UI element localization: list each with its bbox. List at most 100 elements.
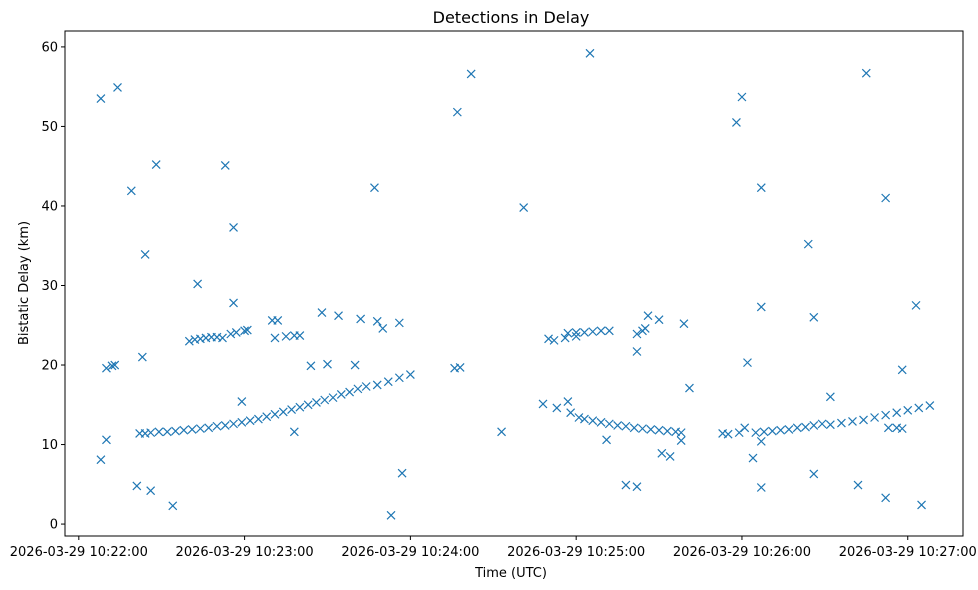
data-point-marker: [767, 426, 777, 436]
y-tick-label: 30: [41, 279, 58, 294]
y-tick-label: 60: [41, 40, 58, 55]
data-point-marker: [809, 421, 819, 430]
data-point-marker: [809, 312, 819, 322]
data-point-marker: [154, 427, 164, 437]
data-point-marker: [519, 203, 529, 212]
data-point-marker: [107, 361, 117, 371]
data-point-marker: [370, 183, 379, 193]
data-point-marker: [803, 239, 813, 249]
data-point-marker: [571, 327, 581, 337]
data-point-marker: [405, 370, 415, 379]
data-point-marker: [204, 423, 214, 433]
data-point-marker: [237, 417, 247, 427]
data-point-marker: [193, 279, 203, 289]
data-point-marker: [585, 48, 595, 58]
data-point-marker: [229, 419, 238, 429]
data-point-marker: [452, 107, 462, 117]
data-point-marker: [96, 455, 106, 465]
data-point-marker: [552, 403, 562, 413]
data-point-marker: [751, 428, 761, 438]
data-point-marker: [334, 311, 343, 321]
data-point-marker: [679, 319, 689, 329]
data-point-marker: [676, 436, 686, 445]
data-point-marker: [825, 392, 835, 402]
x-tick-label: 2026-03-29 10:27:00: [839, 545, 977, 560]
data-point-marker: [383, 377, 393, 387]
data-point-marker: [897, 365, 907, 375]
data-point-marker: [289, 427, 299, 437]
data-point-marker: [837, 418, 846, 428]
data-point-marker: [881, 410, 891, 420]
data-point-marker: [278, 407, 288, 417]
data-point-marker: [229, 223, 238, 232]
data-point-marker: [361, 382, 371, 391]
data-point-marker: [102, 363, 111, 373]
data-point-marker: [861, 68, 871, 78]
y-tick-label: 10: [41, 438, 58, 453]
data-point-marker: [549, 335, 559, 345]
data-point-marker: [588, 327, 598, 337]
data-point-marker: [776, 425, 786, 435]
x-axis-title: Time (UTC): [474, 566, 547, 581]
data-point-marker: [654, 315, 664, 325]
x-tick-label: 2026-03-29 10:22:00: [10, 545, 148, 560]
data-point-marker: [801, 422, 810, 432]
data-point-marker: [295, 402, 305, 412]
data-point-marker: [140, 250, 150, 259]
data-point-marker: [792, 423, 802, 433]
x-axis-ticks: 2026-03-29 10:22:00 2026-03-29 10:23:00 20…: [10, 536, 977, 560]
data-point-marker: [825, 420, 835, 430]
data-point-marker: [195, 424, 205, 434]
data-point-marker: [657, 448, 667, 458]
data-point-marker: [566, 408, 576, 418]
data-point-marker: [563, 328, 573, 338]
data-point-marker: [137, 352, 147, 362]
data-point-marker: [632, 347, 642, 356]
chart-title: Detections in Delay: [433, 8, 590, 27]
data-point-marker: [270, 409, 280, 419]
data-point-marker: [231, 327, 241, 337]
data-point-marker: [784, 425, 794, 434]
data-points: [96, 48, 935, 520]
data-point-marker: [242, 325, 252, 335]
data-point-marker: [253, 414, 263, 424]
x-tick-label: 2026-03-29 10:25:00: [507, 545, 645, 560]
data-point-marker: [102, 435, 111, 445]
data-point-marker: [303, 400, 313, 410]
data-point-marker: [596, 417, 606, 427]
data-point-marker: [756, 183, 766, 193]
data-point-marker: [287, 405, 296, 414]
data-point-marker: [132, 481, 142, 491]
data-point-marker: [604, 326, 614, 336]
data-point-marker: [732, 118, 741, 127]
data-point-marker: [563, 397, 573, 407]
data-point-marker: [759, 427, 769, 437]
data-point-marker: [613, 421, 623, 430]
data-point-marker: [328, 393, 338, 403]
data-point-marker: [817, 419, 827, 429]
data-point-marker: [270, 333, 280, 343]
data-point-marker: [917, 500, 926, 510]
data-point-marker: [544, 334, 553, 344]
data-point-marker: [306, 361, 316, 371]
data-point-marker: [126, 186, 136, 196]
data-point-marker: [853, 480, 863, 490]
data-point-marker: [146, 486, 156, 496]
data-point-marker: [743, 358, 752, 368]
data-point-marker: [171, 426, 180, 436]
data-point-marker: [881, 193, 891, 203]
y-tick-label: 40: [41, 199, 58, 214]
data-point-marker: [96, 94, 106, 104]
data-point-marker: [809, 469, 819, 479]
data-point-marker: [676, 428, 686, 438]
data-point-marker: [580, 327, 589, 337]
data-point-marker: [240, 326, 250, 336]
data-point-marker: [212, 421, 222, 431]
data-point-marker: [397, 468, 407, 478]
data-point-marker: [571, 331, 581, 341]
data-point-marker: [320, 395, 330, 405]
y-tick-label: 0: [50, 518, 58, 533]
y-tick-label: 20: [41, 359, 58, 374]
data-point-marker: [925, 401, 935, 410]
data-point-marker: [466, 69, 476, 79]
